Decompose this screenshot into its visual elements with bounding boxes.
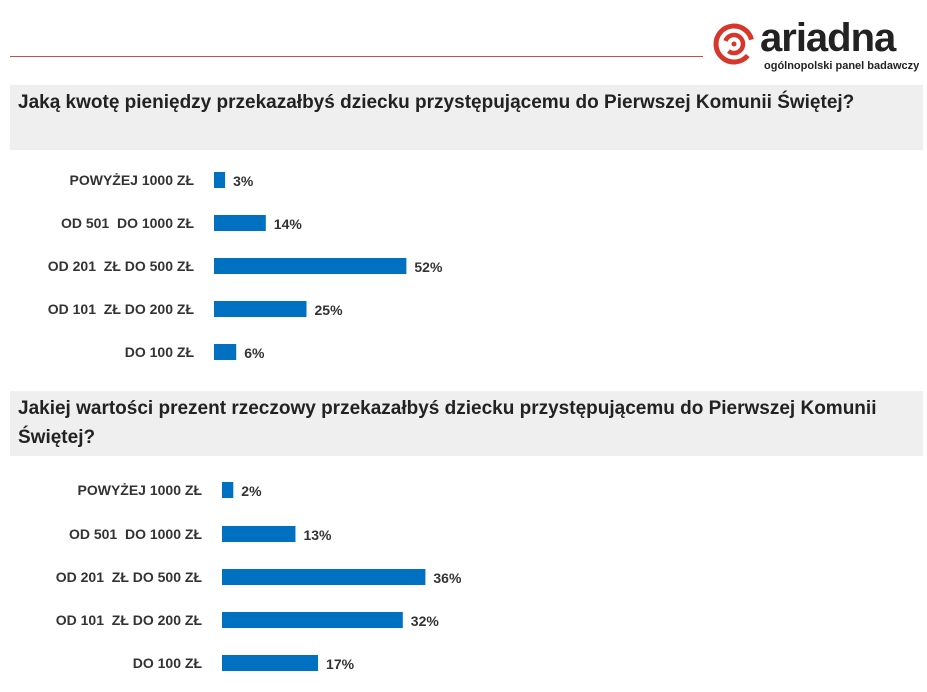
question-2-title: Jakiej wartości prezent rzeczowy przekaz… [10,391,923,456]
value-label: 36% [433,570,462,586]
logo-tagline: ogólnopolski panel badawczy [764,60,920,72]
value-label: 13% [303,527,332,543]
bar [214,215,266,231]
bar [214,344,237,360]
value-label: 25% [315,302,344,318]
bar [214,301,307,317]
logo-wordmark: ariadna [760,16,896,60]
value-label: 2% [241,483,262,499]
value-label: 32% [411,613,440,629]
chart-1: POWYŻEJ 1000 ZŁ 3% OD 501 DO 1000 ZŁ 14% OD … [48,172,443,361]
category-label: POWYŻEJ 1000 ZŁ [78,482,203,498]
bar [222,612,403,628]
value-label: 17% [326,656,355,672]
category-label: OD 101 ZŁ DO 200 ZŁ [48,301,195,317]
category-label: DO 100 ZŁ [133,655,203,671]
ariadna-logo: ariadna ogólnopolski panel badawczy [712,16,922,74]
category-label: OD 101 ZŁ DO 200 ZŁ [56,612,203,628]
category-label: OD 201 ZŁ DO 500 ZŁ [56,569,203,585]
category-label: OD 501 DO 1000 ZŁ [61,215,195,231]
bar [222,655,319,671]
chart-2: POWYŻEJ 1000 ZŁ 2% OD 501 DO 1000 ZŁ 13% OD … [56,482,462,672]
bar [214,258,407,274]
value-label: 14% [274,216,303,232]
category-label: OD 501 DO 1000 ZŁ [69,526,203,542]
bar [214,172,226,188]
value-label: 52% [414,259,443,275]
value-label: 3% [233,173,254,189]
bar [222,482,234,498]
value-label: 6% [244,345,265,361]
bar [222,569,426,585]
category-label: POWYŻEJ 1000 ZŁ [70,172,195,188]
header-rule [10,56,703,57]
category-label: DO 100 ZŁ [125,344,195,360]
category-label: OD 201 ZŁ DO 500 ZŁ [48,258,195,274]
bar [222,526,296,542]
spiral-logo-icon [713,23,755,65]
question-1-title: Jaką kwotę pieniędzy przekazałbyś dzieck… [10,85,923,150]
